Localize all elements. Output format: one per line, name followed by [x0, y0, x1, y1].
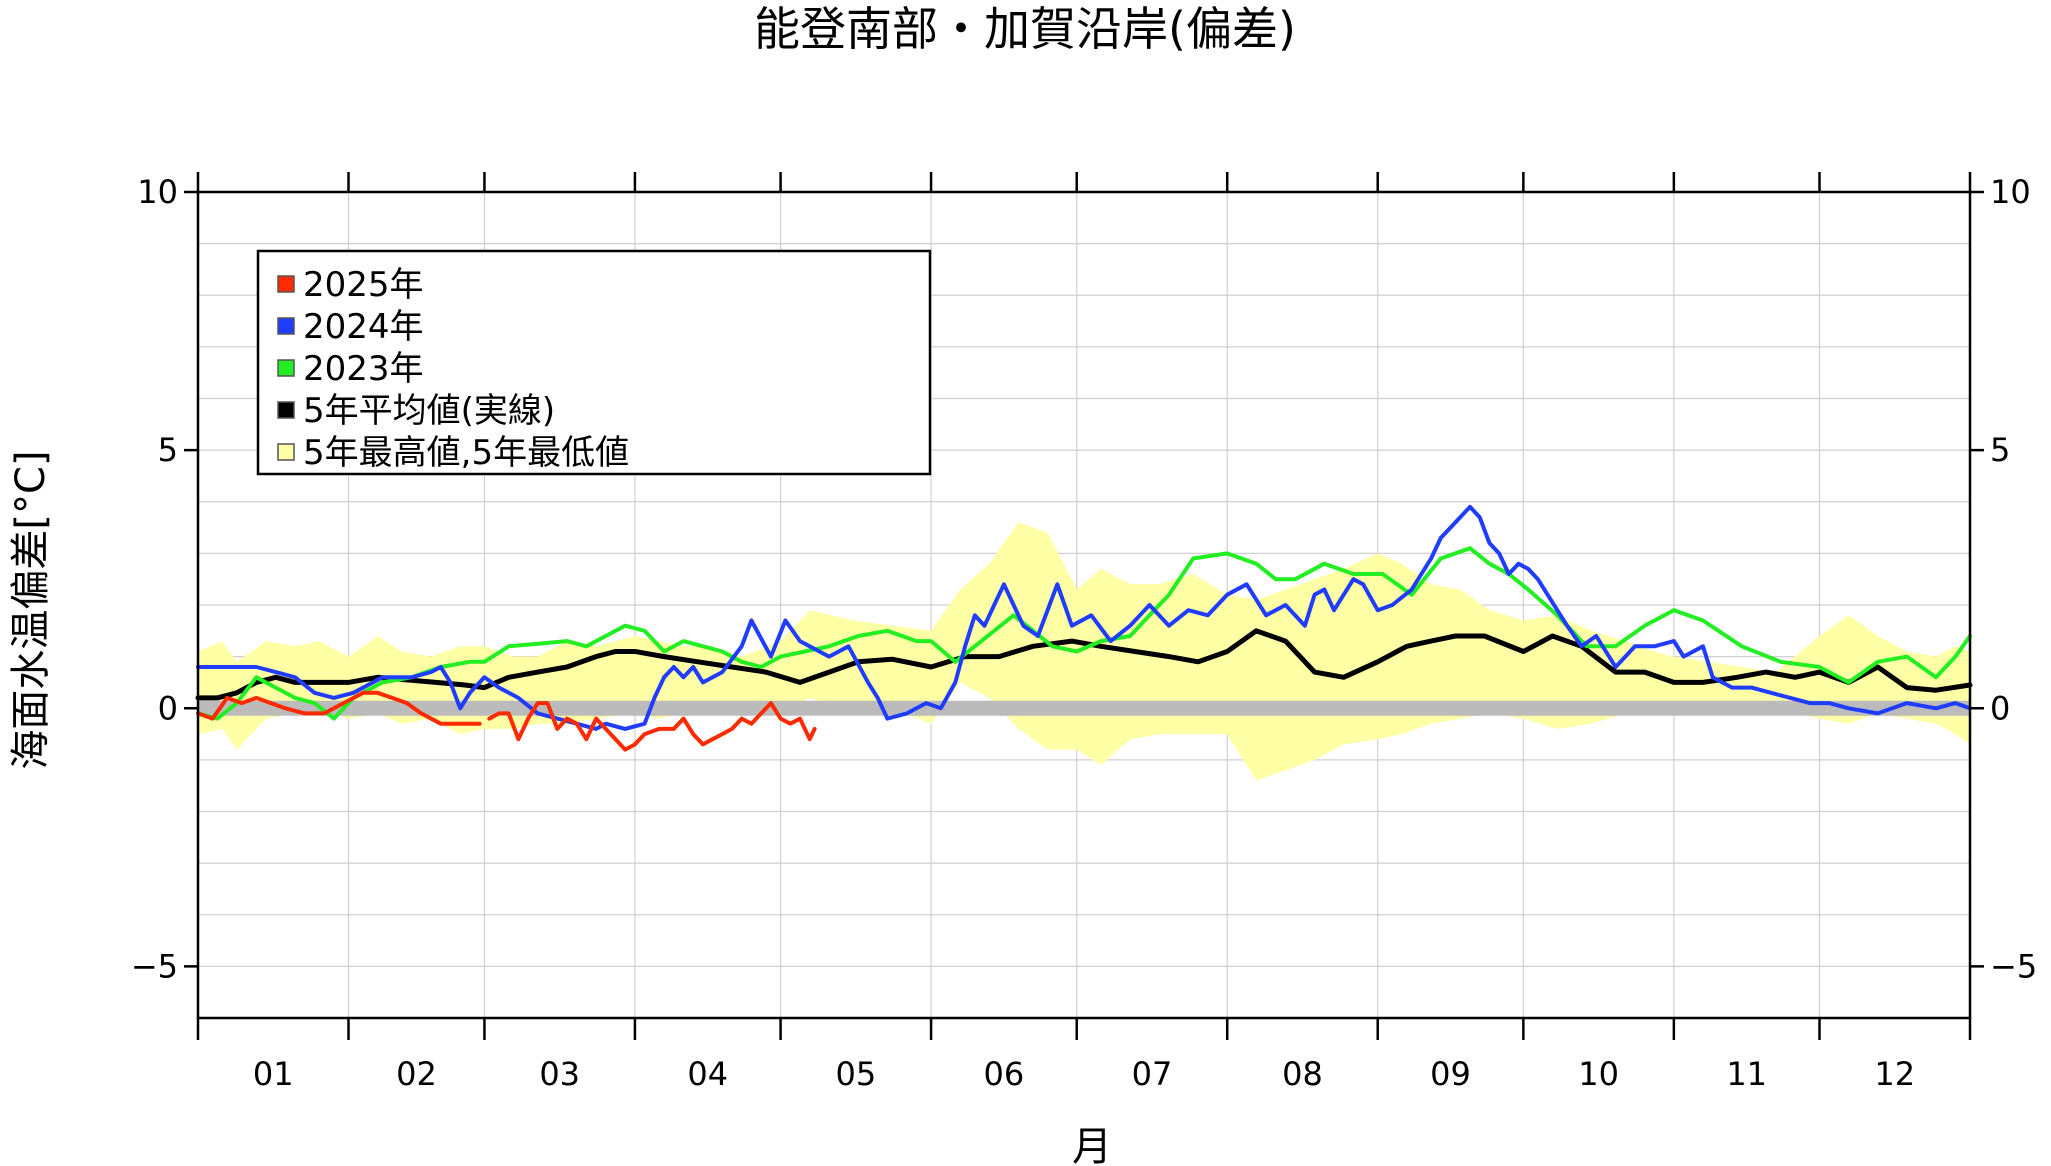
x-tick-label: 02: [396, 1055, 437, 1093]
legend-swatch: [277, 401, 295, 419]
y-tick-label-right: 0: [1990, 689, 2010, 727]
y-tick-label-right: 5: [1990, 431, 2010, 469]
y-tick-label-left: −5: [131, 947, 178, 985]
y-tick-label-left: 5: [158, 431, 178, 469]
series-line-3-1: [487, 701, 817, 752]
plot-frame: [196, 190, 1972, 1020]
chart-title: 能登南部・加賀沿岸(偏差): [754, 2, 1296, 56]
x-tick-label: 06: [984, 1055, 1025, 1093]
y-tick-label-left: 0: [158, 689, 178, 727]
series-line-0-0: [195, 628, 1973, 701]
x-tick-label: 01: [253, 1055, 294, 1093]
y-axis-label: 海面水温偏差[°C]: [8, 450, 54, 769]
y-tick-label-right: −5: [1990, 947, 2037, 985]
legend-label: 2023年: [303, 349, 424, 389]
series-lines: [195, 504, 1973, 752]
legend-swatch: [277, 275, 295, 293]
x-tick-label: 11: [1726, 1055, 1767, 1093]
x-tick-label: 12: [1874, 1055, 1915, 1093]
series-line-1-0: [196, 546, 1972, 721]
x-tick-label: 09: [1430, 1055, 1471, 1093]
legend-label: 2025年: [303, 265, 424, 305]
legend-label: 2024年: [303, 307, 424, 347]
legend-label: 5年平均値(実線): [303, 391, 555, 431]
series-line-3-0: [196, 690, 482, 726]
legend-label: 5年最高値,5年最低値: [303, 433, 629, 473]
legend-box: [256, 249, 932, 476]
axes: 10 10 5 5 0 0 −5 −5 01 02 03 04 05 06 07 08 09 10 11 12: [131, 172, 2037, 1093]
y-tick-label-left: 10: [137, 173, 178, 211]
x-tick-label: 04: [687, 1055, 728, 1093]
legend-swatch: [277, 317, 295, 335]
legend-swatch: [277, 443, 295, 461]
legend-swatch: [277, 359, 295, 377]
band-area: [198, 522, 1970, 781]
y-tick-label-right: 10: [1990, 173, 2031, 211]
x-axis-label: 月: [1072, 1124, 1112, 1166]
x-tick-label: 10: [1578, 1055, 1619, 1093]
x-tick-label: 05: [835, 1055, 876, 1093]
x-tick-label: 07: [1132, 1055, 1173, 1093]
series-line-2-0: [196, 504, 1972, 731]
x-tick-label: 08: [1282, 1055, 1323, 1093]
x-tick-label: 03: [539, 1055, 580, 1093]
max-min-band: [198, 522, 1970, 781]
